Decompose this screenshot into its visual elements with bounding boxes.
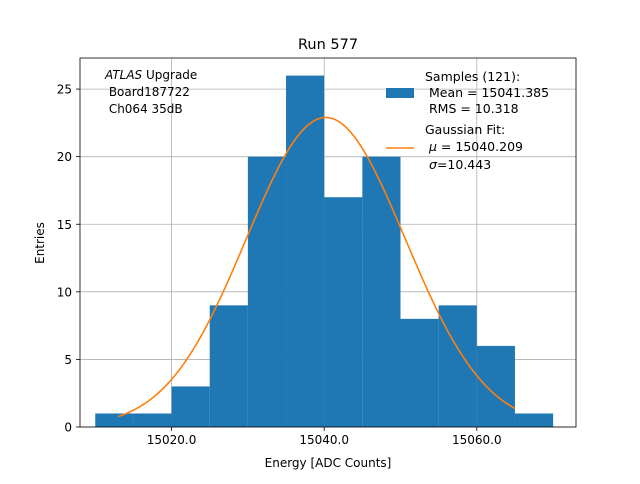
x-axis-label: Energy [ADC Counts] xyxy=(265,456,392,470)
axes-frame xyxy=(79,57,577,428)
annotation-line-1: ATLAS Upgrade xyxy=(104,68,197,82)
histogram-bar-1 xyxy=(133,413,172,427)
gaussian-fit xyxy=(117,116,516,418)
legend: Samples (121): Mean = 15041.385 RMS = 10… xyxy=(386,69,549,172)
annotation-line-2: Board187722 xyxy=(105,85,190,99)
histogram-bar-7 xyxy=(362,156,401,427)
y-tick-label-0: 0 xyxy=(64,421,72,435)
chart-title: Run 577 xyxy=(298,37,358,53)
y-tick-label-5: 25 xyxy=(57,83,72,97)
y-tick-label-3: 15 xyxy=(57,218,72,232)
legend-samples-line-3: RMS = 10.318 xyxy=(425,101,519,116)
histogram-bar-11 xyxy=(514,413,554,427)
histogram-bar-8 xyxy=(400,318,439,427)
histogram-bar-10 xyxy=(476,345,515,427)
legend-fit-line-2: μ = 15040.209 xyxy=(428,139,523,154)
histogram-bar-4 xyxy=(247,156,287,427)
histogram-bar-2 xyxy=(171,386,210,427)
histogram-bar-5 xyxy=(286,75,325,428)
legend-fit-line-1: Gaussian Fit: xyxy=(425,122,505,137)
x-tick-label-2: 15060.0 xyxy=(452,433,502,447)
y-axis-label: Entries xyxy=(33,222,47,264)
histogram-bar-0 xyxy=(95,413,134,427)
histogram-bar-3 xyxy=(209,305,248,427)
legend-samples-line-1: Samples (121): xyxy=(425,69,520,84)
gaussian-fit-curve xyxy=(117,116,516,418)
legend-fit-line-3: σ=10.443 xyxy=(429,157,491,172)
annotation-text: ATLAS Upgrade Board187722 Ch064 35dB xyxy=(104,68,197,116)
y-tick-label-1: 5 xyxy=(64,353,72,367)
x-tick-label-1: 15040.0 xyxy=(299,433,349,447)
x-tick-label-0: 15020.0 xyxy=(147,433,197,447)
axis-ticks: 15020.0 15040.0 15060.0 0 5 10 15 20 25 xyxy=(57,83,502,447)
histogram-bar-6 xyxy=(324,197,363,427)
legend-samples-line-2: Mean = 15041.385 xyxy=(425,85,549,100)
legend-swatch-samples xyxy=(386,88,414,98)
y-tick-label-2: 10 xyxy=(57,285,72,299)
y-tick-label-4: 20 xyxy=(57,150,72,164)
annotation-line-3: Ch064 35dB xyxy=(105,102,183,116)
